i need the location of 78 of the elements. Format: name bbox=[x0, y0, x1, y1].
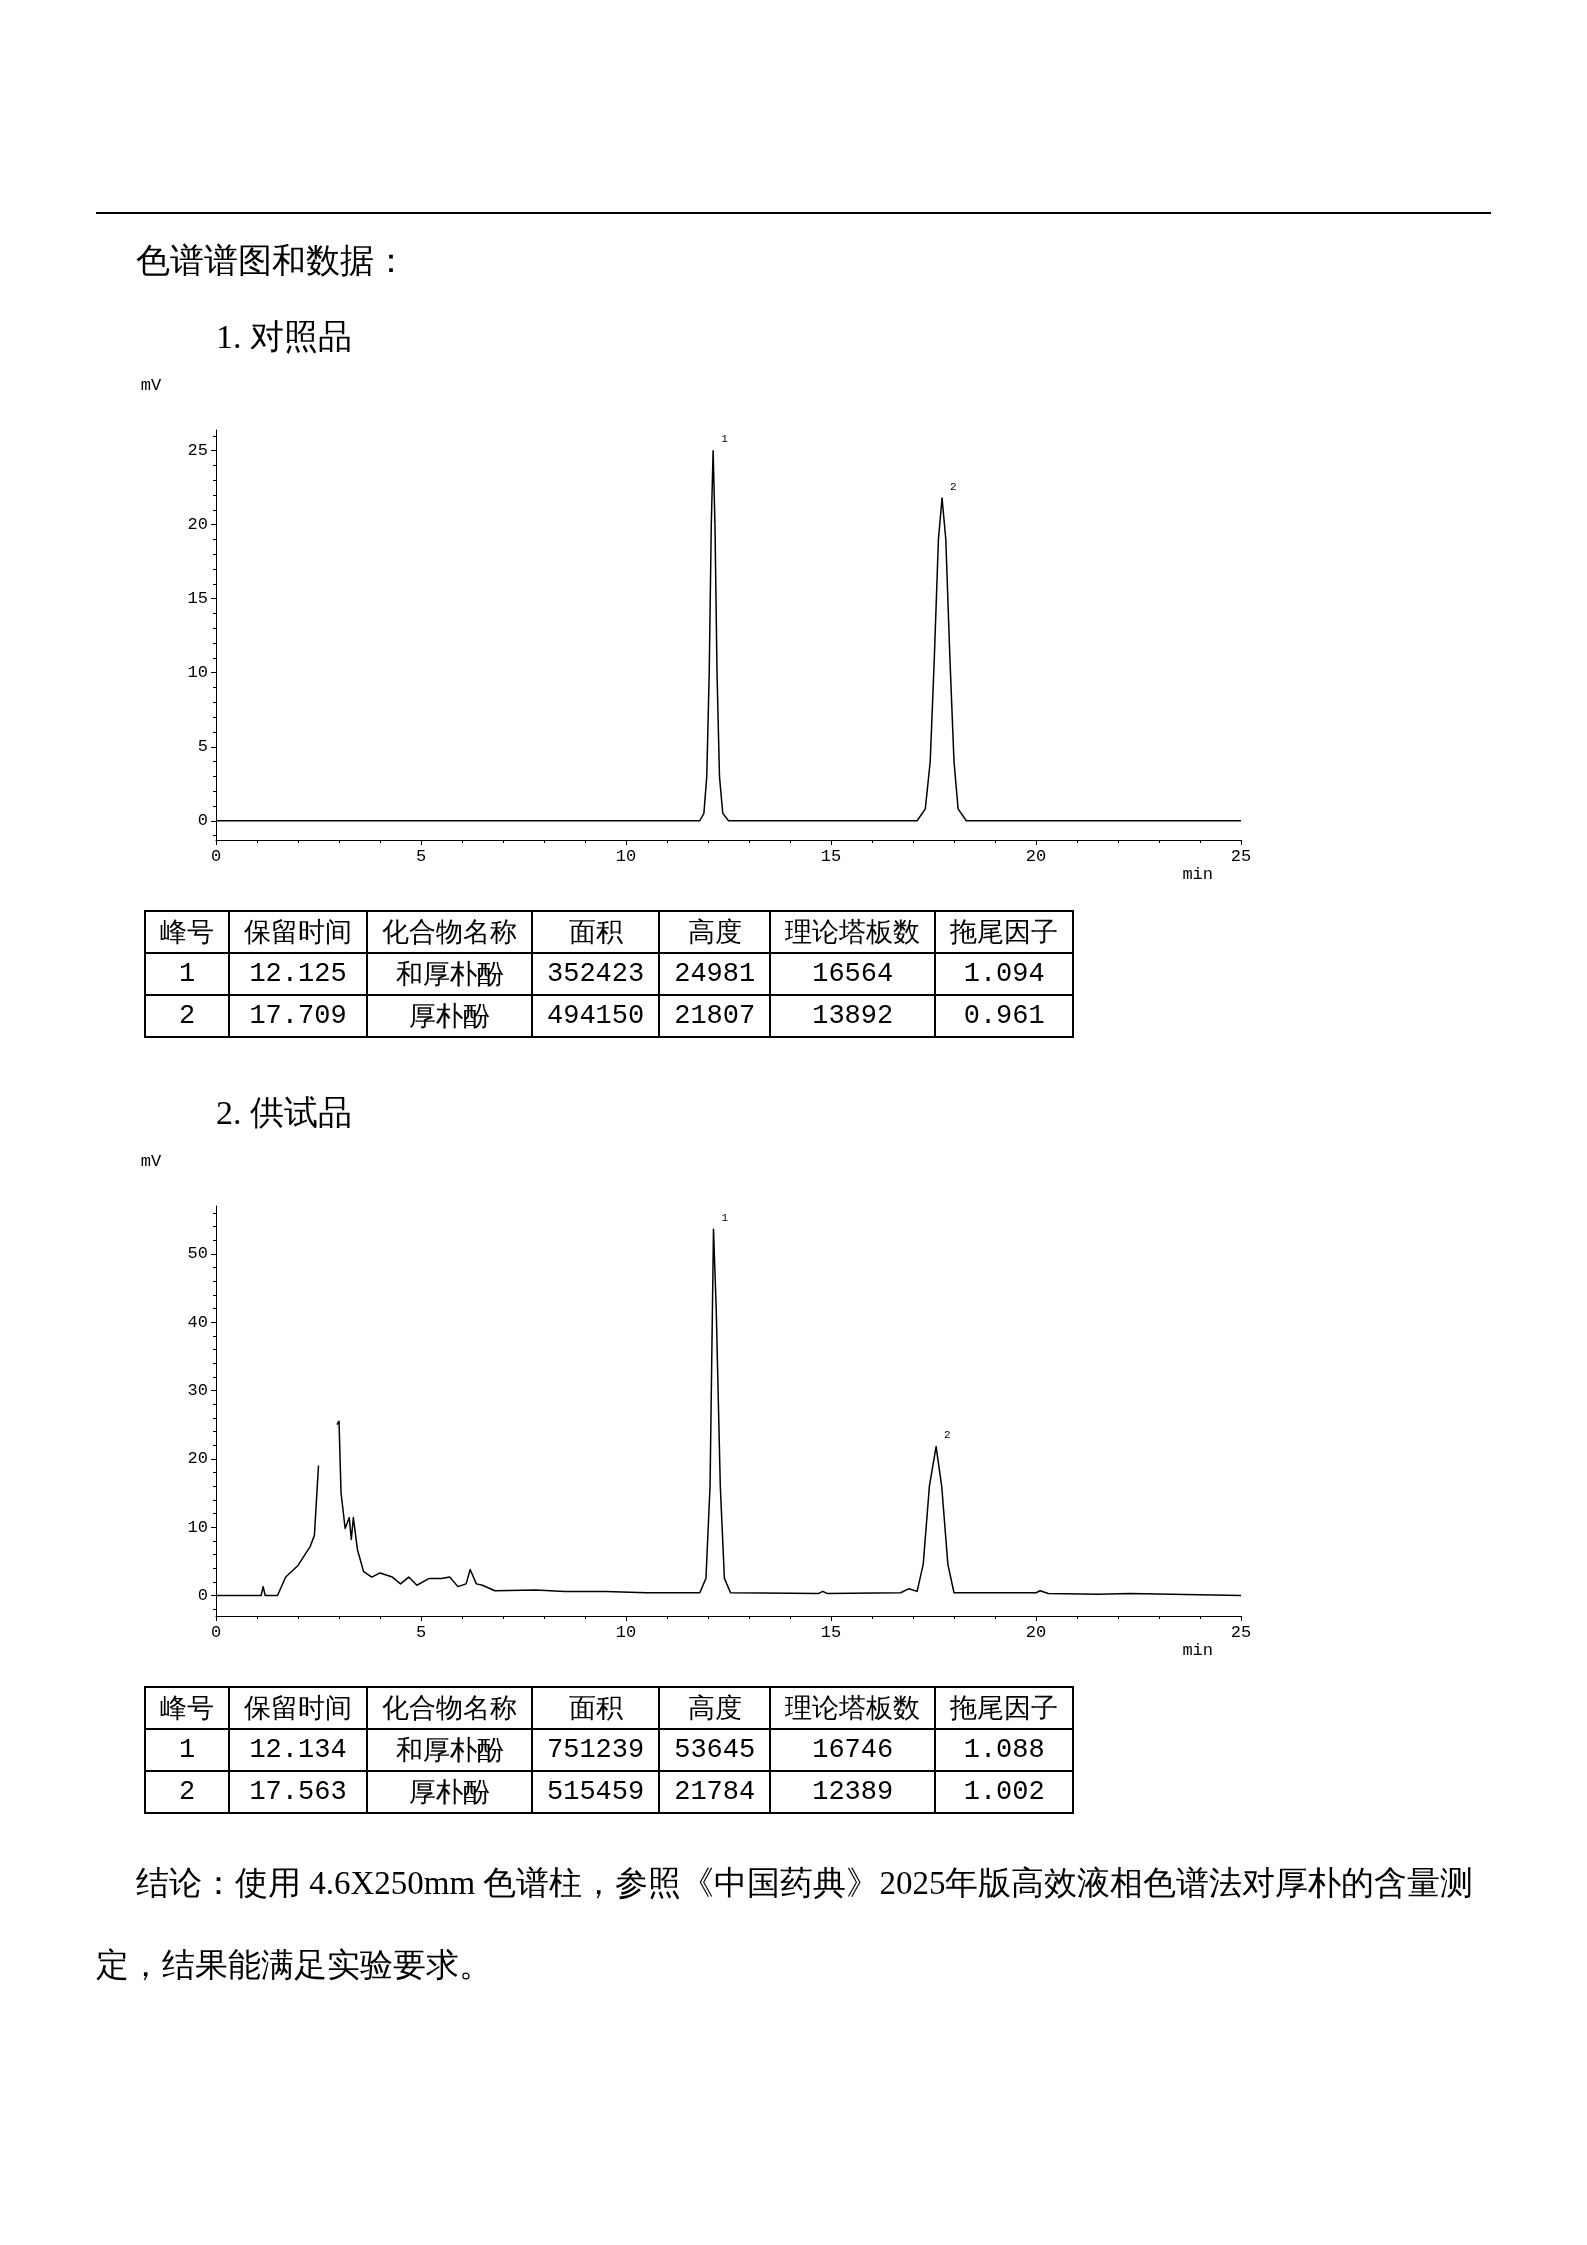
y-tick-label: 25 bbox=[187, 441, 208, 461]
text: 21807 bbox=[659, 995, 771, 1037]
text: 1 bbox=[145, 953, 229, 995]
chart-subtitle: 色谱谱图和数据： bbox=[136, 241, 409, 281]
chart-title: 2. 供试品 bbox=[216, 1093, 353, 1133]
annotation: 1 bbox=[721, 1211, 729, 1224]
annotation: 1 bbox=[721, 433, 729, 446]
text: 12.125 bbox=[229, 953, 367, 995]
text: 1.088 bbox=[935, 1729, 1074, 1771]
y-tick-label: 0 bbox=[197, 811, 208, 831]
y-tick-label: 0 bbox=[197, 1586, 208, 1605]
text: 峰号 bbox=[145, 911, 229, 953]
x-axis-title: min bbox=[1182, 1641, 1213, 1660]
x-tick-label: 0 bbox=[210, 847, 222, 866]
text: 751239 bbox=[532, 1729, 660, 1771]
annotation: 2 bbox=[950, 480, 957, 493]
text: 化合物名称 bbox=[367, 911, 532, 953]
x-tick-label: 15 bbox=[820, 847, 842, 866]
y-tick-label: 15 bbox=[187, 589, 208, 609]
text: 拖尾因子 bbox=[935, 911, 1074, 953]
x-tick-label: 25 bbox=[1230, 1623, 1252, 1642]
y-tick-label: 30 bbox=[187, 1381, 208, 1400]
text: 理论塔板数 bbox=[770, 911, 936, 953]
text: 保留时间 bbox=[229, 1687, 367, 1729]
x-tick-label: 20 bbox=[1025, 1623, 1047, 1642]
text: 17.563 bbox=[229, 1771, 367, 1813]
y-tick-label: 10 bbox=[187, 663, 208, 683]
annotation: 2 bbox=[944, 1429, 951, 1442]
text: 16746 bbox=[770, 1729, 936, 1771]
text: 21784 bbox=[659, 1771, 771, 1813]
text: 12.134 bbox=[229, 1729, 367, 1771]
x-tick-label: 25 bbox=[1230, 847, 1252, 866]
y-tick-label: 40 bbox=[187, 1312, 208, 1332]
text: 1.094 bbox=[935, 953, 1074, 995]
text: 352423 bbox=[532, 953, 660, 995]
text: 面积 bbox=[532, 911, 660, 953]
x-tick-label: 10 bbox=[615, 847, 637, 866]
text: 厚朴酚 bbox=[367, 995, 532, 1037]
text: 和厚朴酚 bbox=[367, 1729, 532, 1771]
x-tick-label: 20 bbox=[1025, 847, 1047, 866]
text: 16564 bbox=[770, 953, 936, 995]
y-tick-label: 5 bbox=[197, 737, 208, 757]
text: 0.961 bbox=[935, 995, 1074, 1037]
x-tick-label: 5 bbox=[415, 847, 427, 866]
text: 1.002 bbox=[935, 1771, 1074, 1813]
y-tick-label: 10 bbox=[187, 1517, 208, 1537]
text: 高度 bbox=[659, 1687, 771, 1729]
text: 峰号 bbox=[145, 1687, 229, 1729]
text: 12389 bbox=[770, 1771, 936, 1813]
text: 17.709 bbox=[229, 995, 367, 1037]
text: 515459 bbox=[532, 1771, 660, 1813]
text: 理论塔板数 bbox=[770, 1687, 936, 1729]
y-tick-label: 50 bbox=[187, 1244, 208, 1264]
text: 2 bbox=[145, 995, 229, 1037]
y-tick-label: 20 bbox=[187, 515, 208, 535]
x-axis-title: min bbox=[1182, 865, 1213, 884]
text: 化合物名称 bbox=[367, 1687, 532, 1729]
y-tick-label: 20 bbox=[187, 1449, 208, 1469]
text: 53645 bbox=[659, 1729, 771, 1771]
text: 拖尾因子 bbox=[935, 1687, 1074, 1729]
text: 24981 bbox=[659, 953, 771, 995]
text: 13892 bbox=[770, 995, 936, 1037]
x-tick-label: 15 bbox=[820, 1623, 842, 1642]
text: 结论：使用 4.6X250mm 色谱柱，参照《中国药典》2025年版高效液相色谱法对厚朴的含量测定，结果能满足实验要求。 bbox=[96, 1865, 1474, 1983]
x-tick-label: 10 bbox=[615, 1623, 637, 1642]
text: 保留时间 bbox=[229, 911, 367, 953]
text: 494150 bbox=[532, 995, 660, 1037]
y-axis-title: mV bbox=[140, 1152, 162, 1171]
text: 1 bbox=[145, 1729, 229, 1771]
text: 和厚朴酚 bbox=[367, 953, 532, 995]
y-axis-title: mV bbox=[140, 376, 162, 395]
chart-title: 1. 对照品 bbox=[216, 317, 353, 357]
x-tick-label: 0 bbox=[210, 1623, 222, 1642]
text: 高度 bbox=[659, 911, 771, 953]
x-tick-label: 5 bbox=[415, 1623, 427, 1642]
text: 厚朴酚 bbox=[367, 1771, 532, 1813]
text: 2 bbox=[145, 1771, 229, 1813]
text: 面积 bbox=[532, 1687, 660, 1729]
